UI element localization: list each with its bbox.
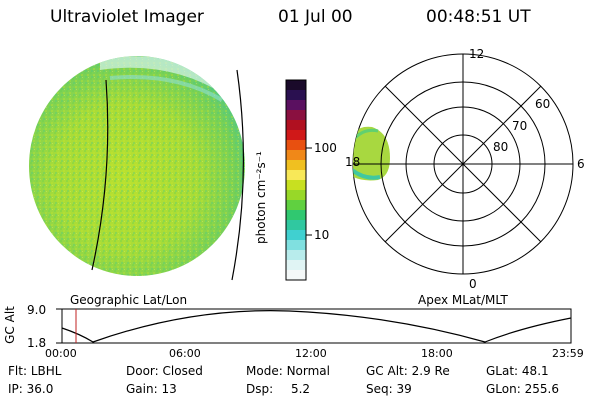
- colorbar-tick-100: 100: [314, 141, 337, 155]
- colorbar-swatch: [286, 110, 306, 121]
- colorbar-swatch: [286, 140, 306, 151]
- altitude-plot: [56, 308, 572, 344]
- altitude-ytick-9: 9.0: [27, 303, 47, 317]
- colorbar-unit-label: photon cm⁻²s⁻¹: [254, 151, 268, 244]
- longitude-line-inner: [91, 79, 109, 271]
- xtick-0600: 06:00: [169, 347, 201, 360]
- colorbar-swatch: [286, 80, 306, 91]
- aurora-oval-patch: [353, 126, 390, 181]
- info-gcalt: GC Alt: 2.9 Re: [366, 364, 450, 378]
- mlt-label-6: 6: [577, 157, 585, 171]
- colorbar-swatch: [286, 120, 306, 131]
- altitude-ylabel: GC Alt: [2, 306, 17, 344]
- info-mode: Mode: Normal: [246, 364, 330, 378]
- polar-plot: [352, 53, 574, 275]
- info-door: Door: Closed: [126, 364, 203, 378]
- geographic-caption: Geographic Lat/Lon: [70, 293, 188, 307]
- mlt-label-12: 12: [469, 47, 485, 61]
- date-label: 01 Jul 00: [278, 7, 353, 27]
- info-dsp: Dsp: 5.2: [246, 382, 311, 396]
- lat-label-70: 70: [512, 119, 528, 133]
- colorbar-swatch: [286, 100, 306, 111]
- colorbar-swatch: [286, 270, 306, 281]
- info-flt: Flt: LBHL: [8, 364, 62, 378]
- longitude-line-outer: [231, 69, 244, 281]
- info-glat: GLat: 48.1: [486, 364, 549, 378]
- uv-earth-image: [29, 56, 245, 276]
- colorbar-swatch: [286, 180, 306, 191]
- xtick-0000: 00:00: [45, 347, 77, 360]
- colorbar-swatch: [286, 210, 306, 221]
- lat-label-60: 60: [535, 97, 551, 111]
- info-ip: IP: 36.0: [8, 382, 54, 396]
- mlt-label-18: 18: [345, 155, 361, 169]
- time-label: 00:48:51 UT: [426, 7, 531, 27]
- colorbar-swatch: [286, 90, 306, 101]
- colorbar-swatch: [286, 250, 306, 261]
- xtick-1200: 12:00: [295, 347, 327, 360]
- xtick-1800: 18:00: [421, 347, 453, 360]
- apex-caption: Apex MLat/MLT: [418, 293, 508, 307]
- xtick-2359: 23:59: [552, 347, 584, 360]
- colorbar-swatch: [286, 160, 306, 171]
- instrument-title: Ultraviolet Imager: [50, 7, 204, 27]
- info-gain: Gain: 13: [126, 382, 177, 396]
- colorbar-swatch: [286, 260, 306, 271]
- colorbar-swatch: [286, 230, 306, 241]
- colorbar-swatch: [286, 150, 306, 161]
- mlt-label-0: 0: [469, 277, 477, 291]
- colorbar-swatch: [286, 220, 306, 231]
- colorbar-tick-10: 10: [314, 228, 330, 242]
- colorbar: [286, 80, 306, 281]
- colorbar-swatch: [286, 200, 306, 211]
- altitude-curve: [61, 310, 572, 343]
- altitude-ytick-1-8: 1.8: [27, 336, 47, 350]
- lat-label-80: 80: [493, 140, 509, 154]
- colorbar-swatch: [286, 170, 306, 181]
- info-glon: GLon: 255.6: [486, 382, 559, 396]
- colorbar-swatch: [286, 240, 306, 251]
- colorbar-swatch: [286, 190, 306, 201]
- info-seq: Seq: 39: [366, 382, 412, 396]
- colorbar-swatch: [286, 130, 306, 141]
